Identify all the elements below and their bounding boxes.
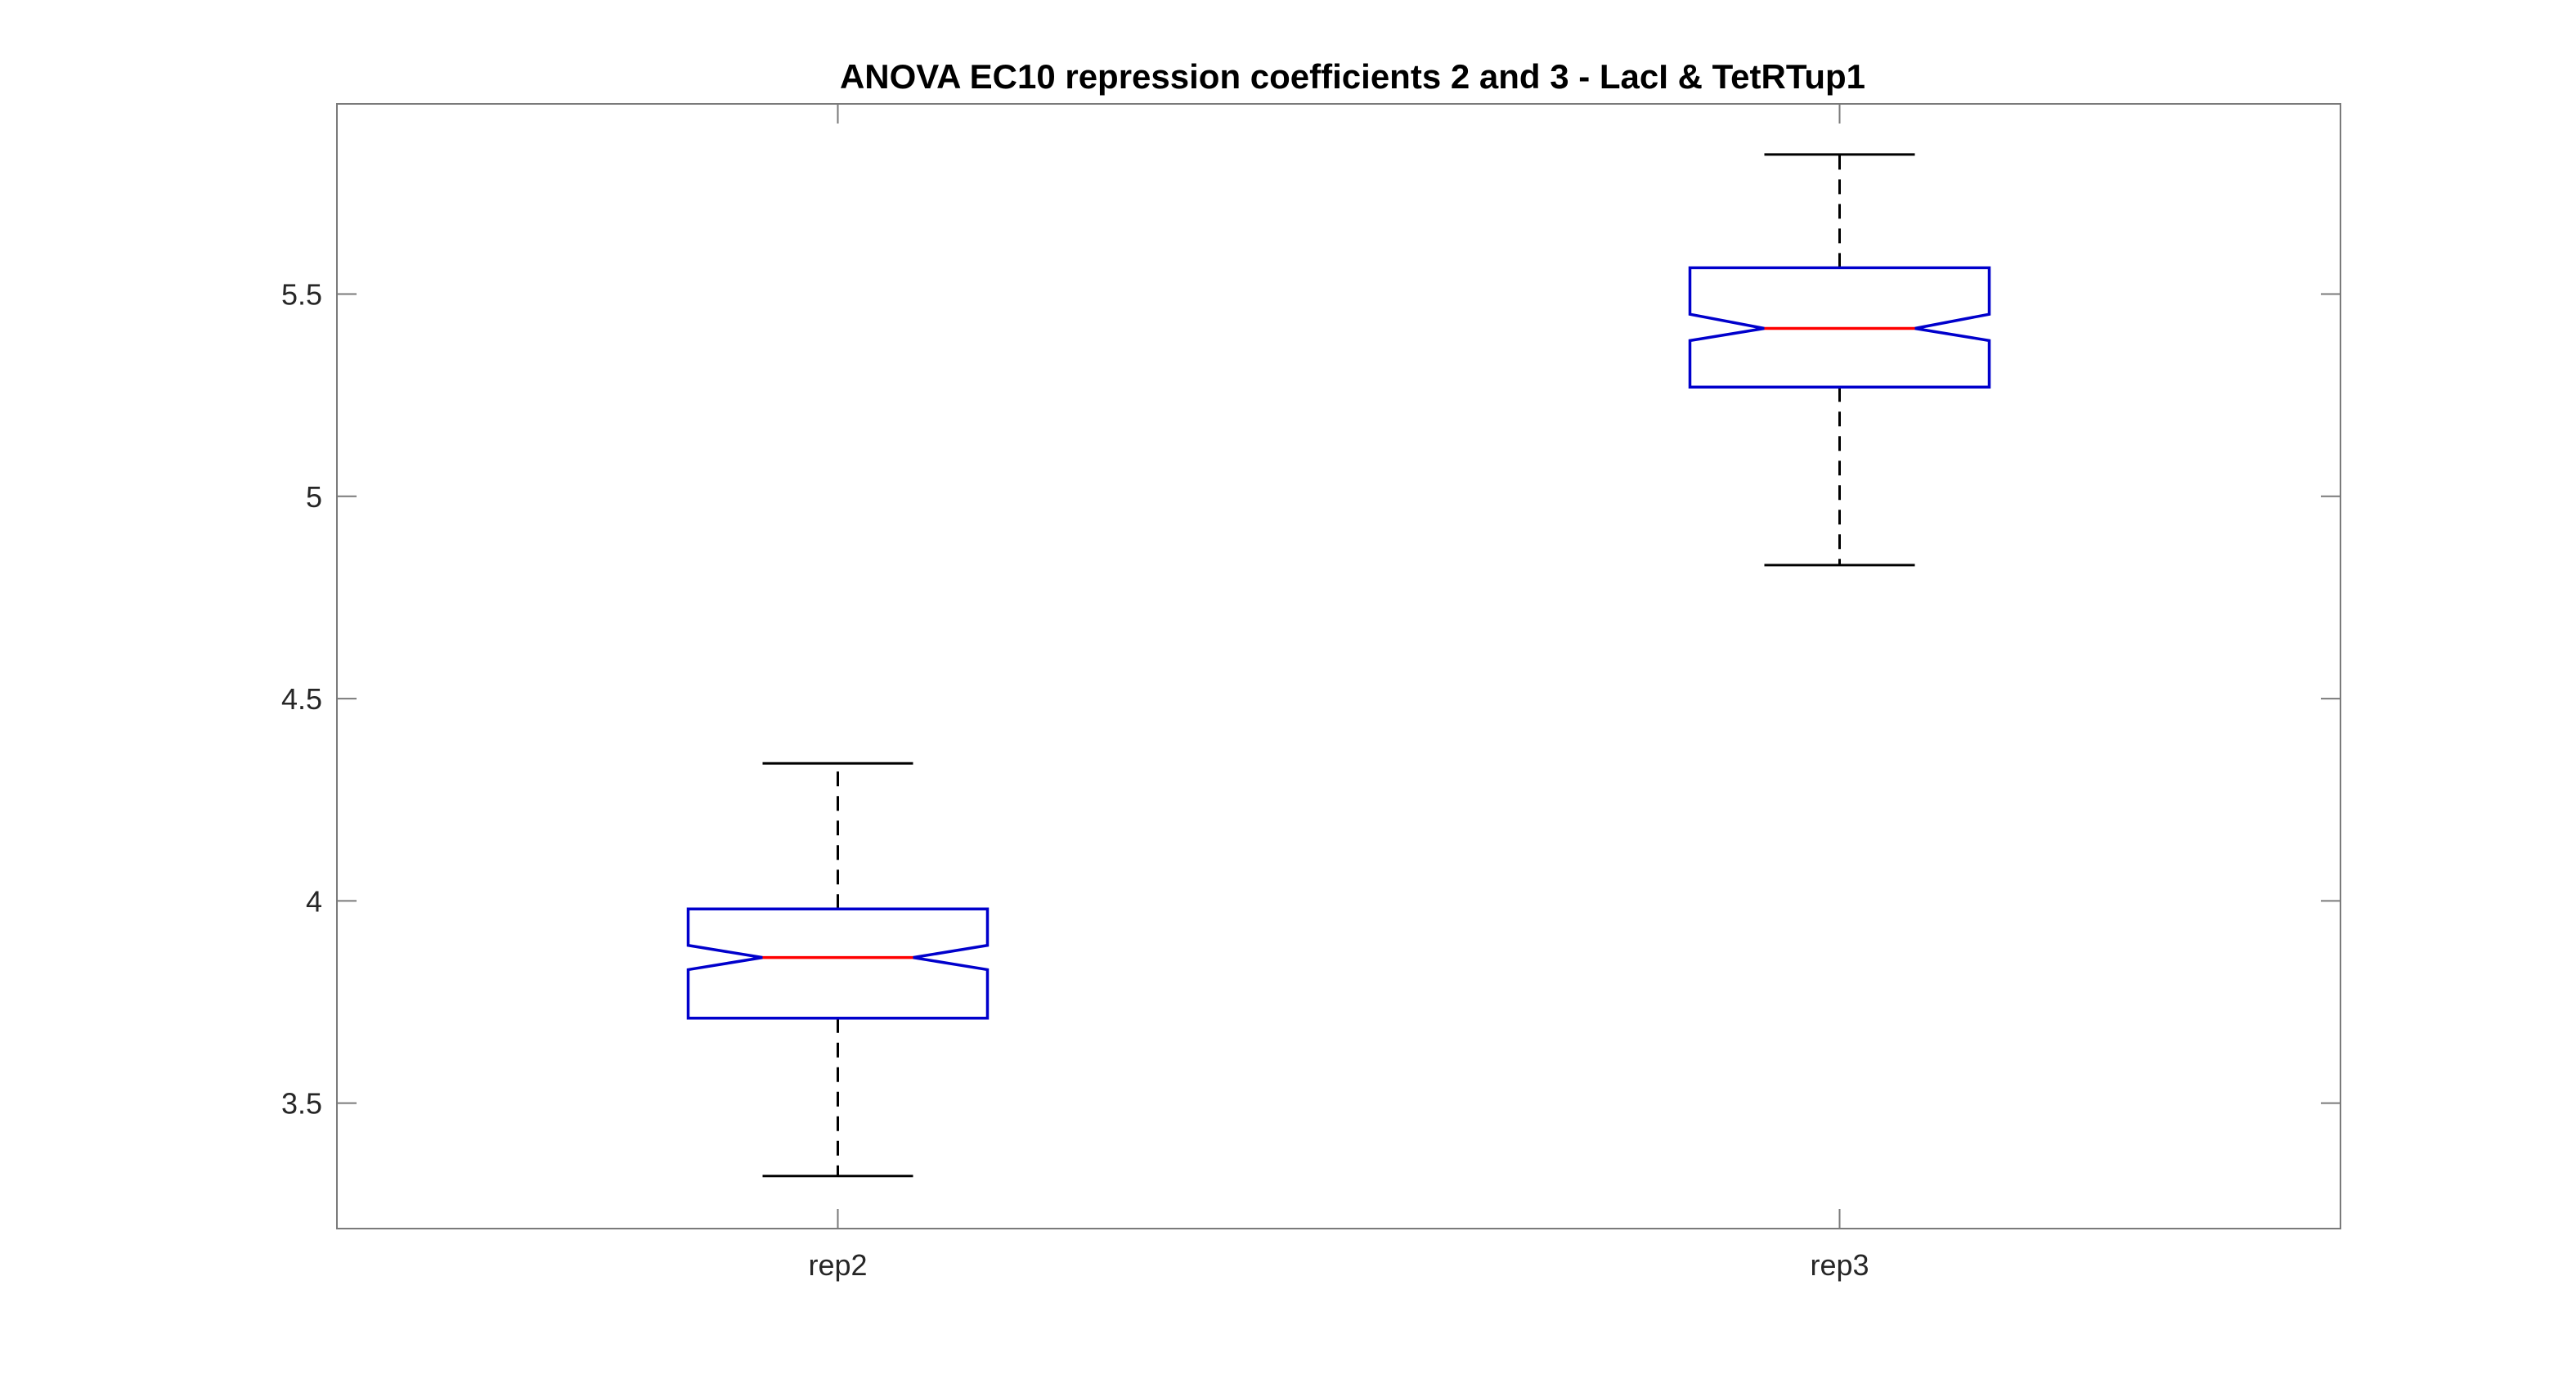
y-tick-label: 4.5 xyxy=(281,682,322,716)
box-rep3 xyxy=(1688,153,1991,567)
x-tick-label-rep3: rep3 xyxy=(1810,1248,1869,1282)
y-axis: 3.5 4 4.5 5 5.5 xyxy=(281,277,2340,1121)
y-tick-label: 5 xyxy=(306,480,322,514)
notched-box xyxy=(686,907,990,1020)
y-tick-label: 5.5 xyxy=(281,277,322,311)
boxes-layer xyxy=(686,153,1991,1178)
plot-area-frame xyxy=(336,103,2341,1229)
y-tick-label: 4 xyxy=(306,884,322,918)
x-tick-label-rep2: rep2 xyxy=(808,1248,867,1282)
notched-box xyxy=(1688,266,1991,389)
y-tick-label: 3.5 xyxy=(281,1087,322,1121)
chart-title: ANOVA EC10 repression coefficients 2 and… xyxy=(840,57,1865,96)
box-rep2 xyxy=(686,762,990,1178)
x-axis: rep2 rep3 xyxy=(808,104,1869,1282)
